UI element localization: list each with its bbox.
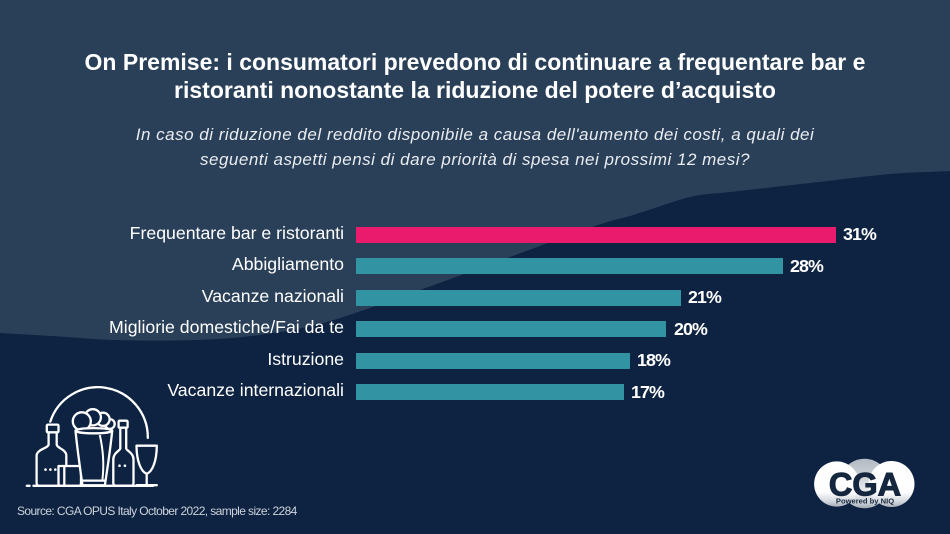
svg-text:CGA: CGA — [829, 467, 901, 503]
svg-text:Powered by NIQ: Powered by NIQ — [836, 497, 894, 506]
